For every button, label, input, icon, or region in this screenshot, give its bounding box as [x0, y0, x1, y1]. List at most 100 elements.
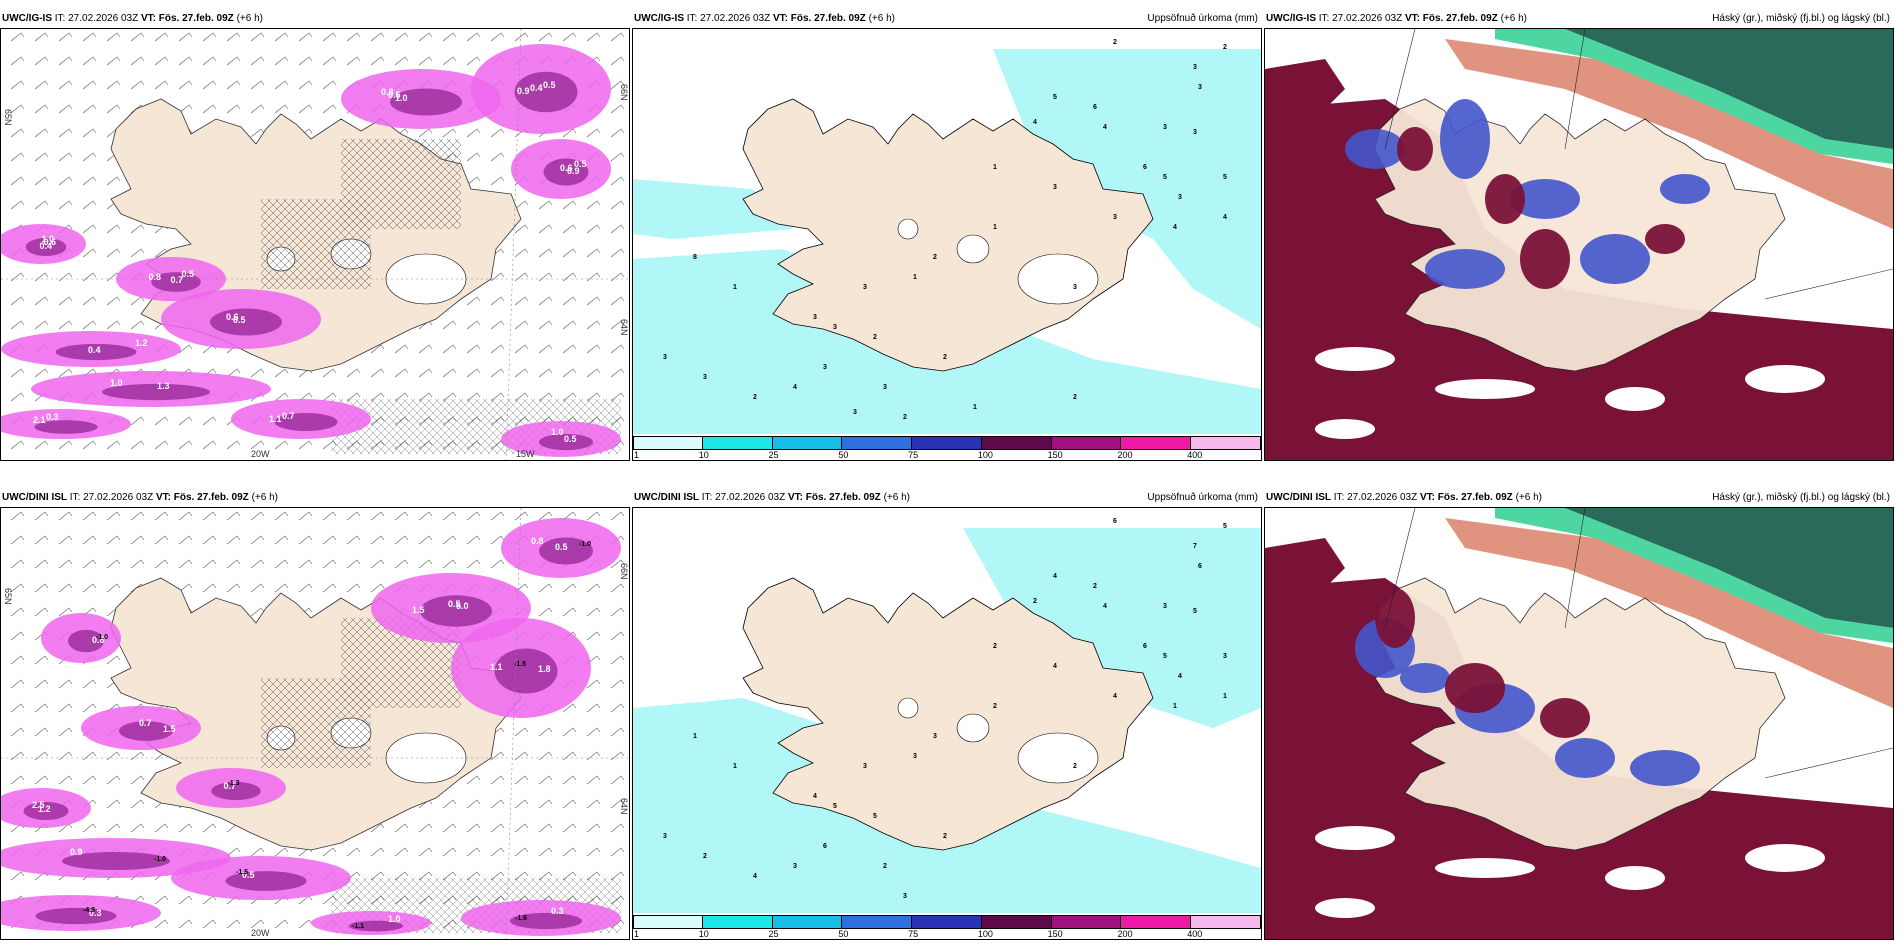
- wind-value-label: 1.0: [388, 914, 401, 924]
- precip-value-label: 2: [883, 863, 887, 870]
- colorbar-swatch: [702, 915, 773, 929]
- panel-title: UWC/IG-IS IT: 27.02.2026 03Z VT: Fös. 27…: [1264, 10, 1894, 28]
- precip-value-label: 3: [1198, 84, 1202, 91]
- model-name: UWC/IG-IS: [2, 13, 52, 24]
- precip-value-label: 2: [1223, 44, 1227, 51]
- wind-value-label: 1.0: [551, 427, 564, 437]
- precip-value-label: 4: [1053, 663, 1057, 670]
- lead-time: (+6 h): [251, 492, 278, 503]
- precip-value-label: 2: [1113, 39, 1117, 46]
- wind-value-label: 1.1: [269, 414, 282, 424]
- wind-value-label: 0.5: [242, 870, 255, 880]
- valid-time: VT: Fös. 27.feb. 09Z: [787, 492, 881, 503]
- precip-value-label: 2: [993, 703, 997, 710]
- lon-label-bottom: 20W: [251, 928, 270, 938]
- cloud-map-svg: [1265, 508, 1893, 939]
- valid-time: VT: Fös. 27.feb. 09Z: [155, 492, 249, 503]
- colorbar-swatch: [1191, 436, 1261, 450]
- wind-value-label: 0.5: [182, 269, 195, 279]
- precip-value-label: 2: [943, 354, 947, 361]
- precip-value-label: 4: [1053, 573, 1057, 580]
- model-name: UWC/IG-IS: [1266, 13, 1316, 24]
- colorbar-swatch: [772, 436, 843, 450]
- wind-value-label: 0.8: [531, 536, 544, 546]
- cloud-map-svg: [1265, 29, 1893, 460]
- lat-label-top: 66N: [619, 84, 629, 101]
- precip-value-label: 3: [1193, 129, 1197, 136]
- precip-value-label: 3: [1163, 124, 1167, 131]
- lead-time: (+6 h): [868, 13, 895, 24]
- colorbar-swatch: [1121, 915, 1192, 929]
- precip-value-label: 3: [833, 324, 837, 331]
- precip-value-label: 2: [873, 334, 877, 341]
- precip-value-label: 3: [1163, 603, 1167, 610]
- precip-value-label: 3: [1053, 184, 1057, 191]
- precip-value-label: 4: [793, 384, 797, 391]
- colorbar-swatch: [981, 436, 1052, 450]
- precip-value-label: 5: [1053, 94, 1057, 101]
- colorbar-label: 100: [977, 929, 993, 939]
- lead-time: (+6 h): [1515, 492, 1542, 503]
- precip-value-label: 4: [1033, 119, 1037, 126]
- colorbar-label: 200: [1117, 450, 1133, 460]
- wind-value-label: 0.5: [543, 80, 556, 90]
- product-name: Háský (gr.), miðský (fj.bl.) og lágský (…: [1712, 13, 1890, 24]
- colorbar-label: 100: [977, 450, 993, 460]
- wind-value-label: 0.4: [40, 241, 53, 251]
- model-name: UWC/DINI ISL: [1266, 492, 1331, 503]
- lon-label-bottom: 15W: [516, 449, 535, 459]
- valid-time: VT: Fös. 27.feb. 09Z: [140, 13, 234, 24]
- precip-value-label: 1: [993, 164, 997, 171]
- wind-value-label: 2.5: [32, 800, 45, 810]
- wind-value-label: 0.3: [46, 412, 59, 422]
- precip-value-label: 2: [753, 394, 757, 401]
- colorbar-label: 75: [908, 929, 919, 939]
- wind-value-label: 0.6: [44, 237, 57, 247]
- colorbar-label: 75: [908, 450, 919, 460]
- product-name: Háský (gr.), miðský (fj.bl.) og lágský (…: [1712, 492, 1890, 503]
- model-name: UWC/DINI ISL: [634, 492, 699, 503]
- precip-value-label: 3: [903, 893, 907, 900]
- colorbar-swatch: [772, 915, 843, 929]
- precip-value-label: 3: [663, 354, 667, 361]
- precip-value-label: 4: [753, 873, 757, 880]
- valid-time: VT: Fös. 27.feb. 09Z: [1419, 492, 1513, 503]
- wind-value-label: -1.0: [579, 541, 591, 548]
- precip-value-label: 2: [1073, 394, 1077, 401]
- wind-map: 66N 64N 65N 20W 0.8 0.5 1.1 0.8 0.7 0.7 1.2 0.9 0.5 0…: [0, 507, 630, 940]
- product-name: Uppsöfnuð úrkoma (mm): [1147, 492, 1258, 503]
- wind-map: 66N 64N 65N 15W 20W 0.8 0.5 0.6 0.4 0.5 0.6 0.4 1.0 0…: [0, 28, 630, 461]
- wind-value-label: 0.7: [282, 411, 295, 421]
- precip-value-label: 3: [1073, 284, 1077, 291]
- wind-value-label: 1.0: [42, 234, 55, 244]
- wind-map-svg: 66N 64N 65N 20W 0.8 0.5 1.1 0.8 0.7 0.7 1.2 0.9 0.5 0…: [1, 508, 629, 939]
- precip-value-label: 2: [943, 833, 947, 840]
- lon-label-bottom-2: 20W: [251, 449, 270, 459]
- precip-value-label: 2: [993, 643, 997, 650]
- precip-value-label: 3: [823, 364, 827, 371]
- wind-value-label: 0.8: [92, 635, 105, 645]
- wind-value-label: 0.5: [555, 542, 568, 552]
- precip-value-label: 6: [1143, 164, 1147, 171]
- wind-value-label: 0.9: [567, 166, 580, 176]
- precip-colorbar: 1 10 25 50 75 100 150 200 400: [633, 434, 1261, 460]
- init-time: IT: 27.02.2026 03Z: [701, 492, 786, 503]
- wind-value-label: 0.4: [530, 83, 543, 93]
- lat-label-top: 66N: [619, 563, 629, 580]
- colorbar-swatch: [633, 436, 703, 450]
- precip-map-svg: 2 2 3 3 5 6 4 4 3 3 6 5 3 3 1 5 4 4 3 3 1 2 1 3 3 3 2 2 2 3 3 4 8 1 3 3 2 3 1 2: [633, 29, 1261, 460]
- precip-value-label: 6: [1093, 104, 1097, 111]
- precip-value-label: 5: [833, 803, 837, 810]
- precip-value-label: 5: [1163, 653, 1167, 660]
- precip-value-label: 3: [813, 314, 817, 321]
- precip-value-label: 5: [1193, 608, 1197, 615]
- lead-time: (+6 h): [883, 492, 910, 503]
- wind-value-label: 0.8: [381, 87, 394, 97]
- wind-value-label: 0.9: [517, 86, 530, 96]
- panel-title: UWC/DINI ISL IT: 27.02.2026 03Z VT: Fös.…: [632, 489, 1262, 507]
- wind-value-label: 1.8: [538, 664, 551, 674]
- colorbar-swatch: [1121, 436, 1192, 450]
- precip-value-label: 3: [1193, 64, 1197, 71]
